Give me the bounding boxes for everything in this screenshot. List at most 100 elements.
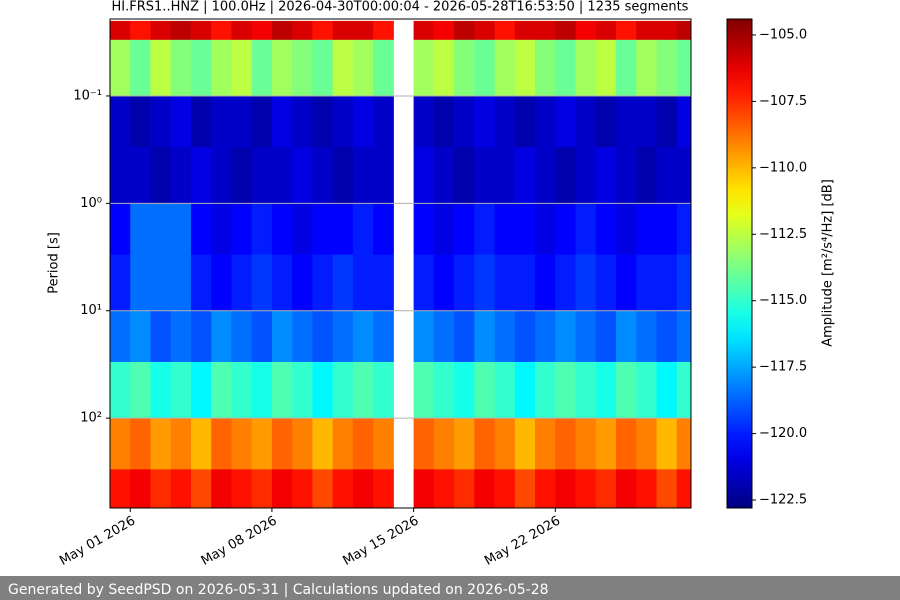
heatmap-cell [595, 310, 617, 363]
heatmap-cell [656, 418, 678, 470]
heatmap-cell [110, 95, 131, 148]
heatmap-cell [676, 469, 692, 509]
heatmap-cell [211, 418, 232, 470]
heatmap-cell [170, 361, 192, 419]
heatmap-cell [494, 254, 516, 312]
heatmap-cell [231, 203, 253, 256]
heatmap-cell [636, 95, 658, 148]
heatmap-cell [514, 361, 536, 419]
heatmap-cell [190, 39, 212, 97]
heatmap-cell [373, 147, 394, 204]
heatmap-cell [271, 418, 293, 470]
heatmap-cell [271, 95, 293, 148]
heatmap-cell [595, 254, 617, 312]
heatmap-cell [271, 39, 293, 97]
heatmap-cell [373, 203, 394, 256]
heatmap-cell [170, 95, 192, 148]
heatmap-cell [616, 418, 637, 470]
x-tick-label: May 08 2026 [199, 514, 280, 569]
heatmap-cell [413, 147, 435, 204]
heatmap-cell [656, 95, 678, 148]
heatmap-cell [616, 203, 637, 256]
heatmap-cell [231, 254, 253, 312]
heatmap-cell [231, 418, 253, 470]
heatmap-cell [514, 95, 536, 148]
heatmap-cell [170, 20, 192, 41]
heatmap-cell [211, 203, 232, 256]
heatmap-cell [190, 418, 212, 470]
heatmap-cell [636, 20, 658, 41]
heatmap-cell [110, 361, 131, 419]
footer-bar [0, 576, 900, 600]
heatmap-cell [312, 418, 334, 470]
heatmap-cell [616, 39, 637, 97]
heatmap-cell [474, 95, 496, 148]
y-tick-label: 10² [80, 411, 102, 426]
heatmap-cell [575, 20, 597, 41]
heatmap-cell [373, 469, 394, 509]
heatmap-cell [413, 203, 435, 256]
heatmap-cell [352, 418, 374, 470]
heatmap-cell [292, 469, 313, 509]
heatmap-cell [190, 203, 212, 256]
heatmap-cell [190, 147, 212, 204]
heatmap-cell [130, 469, 151, 509]
heatmap-cell [373, 310, 394, 363]
heatmap-cell [595, 20, 617, 41]
heatmap-cell [292, 39, 313, 97]
heatmap-cell [312, 20, 334, 41]
heatmap-cell [352, 39, 374, 97]
heatmap-cell [494, 361, 516, 419]
heatmap-cell [616, 254, 637, 312]
heatmap-cell [150, 254, 172, 312]
heatmap-cell [312, 254, 334, 312]
heatmap-cell [231, 95, 253, 148]
heatmap-cell [676, 310, 692, 363]
heatmap-cell [150, 147, 172, 204]
heatmap-cell [251, 39, 273, 97]
colorbar-tick-label: −110.0 [759, 160, 807, 175]
heatmap-cell [616, 361, 637, 419]
heatmap-cell [413, 361, 435, 419]
heatmap-cell [170, 39, 192, 97]
heatmap-cell [676, 39, 692, 97]
heatmap-cell [292, 203, 313, 256]
heatmap-cell [110, 20, 131, 41]
heatmap-cell [332, 147, 354, 204]
heatmap-cell [150, 203, 172, 256]
colorbar-tick-label: −112.5 [759, 227, 807, 242]
heatmap-cell [454, 95, 475, 148]
heatmap-cell [575, 469, 597, 509]
heatmap-cell [535, 361, 556, 419]
heatmap-cell [211, 20, 232, 41]
heatmap-cell [413, 95, 435, 148]
heatmap-cell [271, 310, 293, 363]
heatmap-cell [595, 95, 617, 148]
heatmap-cell [211, 147, 232, 204]
heatmap-cell [190, 310, 212, 363]
heatmap-cell [636, 418, 658, 470]
heatmap-cell [454, 20, 475, 41]
heatmap-cell [413, 39, 435, 97]
heatmap-cell [292, 361, 313, 419]
heatmap-cell [130, 147, 151, 204]
heatmap-cell [373, 254, 394, 312]
heatmap-cell [433, 20, 455, 41]
heatmap-cell [616, 310, 637, 363]
heatmap-cell [433, 95, 455, 148]
heatmap-cell [352, 254, 374, 312]
heatmap-cell [575, 147, 597, 204]
heatmap-cell [433, 39, 455, 97]
heatmap-cell [271, 147, 293, 204]
heatmap-cell [352, 203, 374, 256]
heatmap-cell [575, 39, 597, 97]
heatmap-cell [271, 361, 293, 419]
heatmap-cell [413, 254, 435, 312]
heatmap-cell [231, 310, 253, 363]
heatmap-cell [190, 361, 212, 419]
heatmap-cell [150, 20, 172, 41]
colorbar-tick-label: −105.0 [759, 27, 807, 42]
heatmap-cell [575, 203, 597, 256]
chart-title: HI.FRS1..HNZ | 100.0Hz | 2026-04-30T00:0… [112, 0, 689, 15]
heatmap-cell [656, 469, 678, 509]
